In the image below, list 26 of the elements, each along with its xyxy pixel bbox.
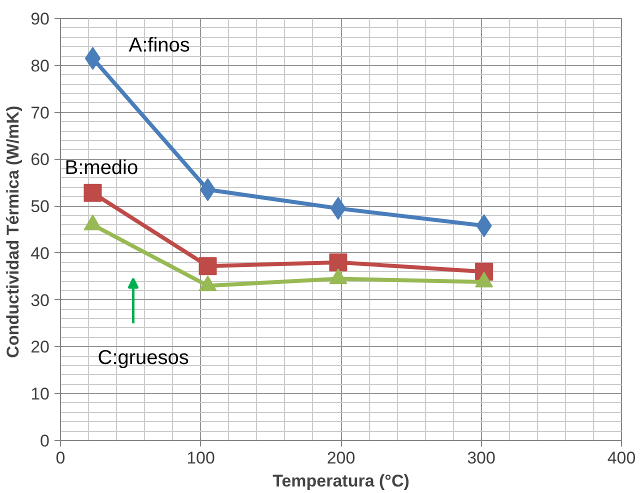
y-tick-label: 20 <box>30 338 50 357</box>
y-tick-label: 80 <box>30 56 50 76</box>
y-tick-label: 60 <box>30 150 50 170</box>
text: C:gruesos <box>98 346 189 369</box>
point <box>198 257 217 276</box>
x-tick-label: 200 <box>326 448 356 468</box>
point <box>329 253 348 272</box>
point <box>84 184 102 202</box>
y-tick-label: 50 <box>30 197 50 216</box>
y-tick-label: 70 <box>30 103 50 122</box>
y-tick-label: 30 <box>30 290 50 310</box>
y-tick-label: 40 <box>30 244 50 263</box>
y-axis-title: Conductividad Térmica (W/mK) <box>4 106 23 358</box>
point <box>84 46 101 70</box>
x-axis-title: Temperatura (°C) <box>272 472 410 490</box>
x-tick-label: 0 <box>56 448 66 468</box>
y-tick-label: 0 <box>40 432 50 450</box>
x-tick-label: 100 <box>186 448 215 468</box>
x-tick-label: 400 <box>607 448 636 468</box>
series-label: A:finos <box>128 34 190 56</box>
y-tick-label: 90 <box>30 10 50 28</box>
series-label: B:medio <box>64 156 138 179</box>
y-tick-label: 10 <box>30 384 50 404</box>
x-tick-label: 300 <box>467 448 496 468</box>
point <box>330 196 346 220</box>
point <box>200 178 216 202</box>
